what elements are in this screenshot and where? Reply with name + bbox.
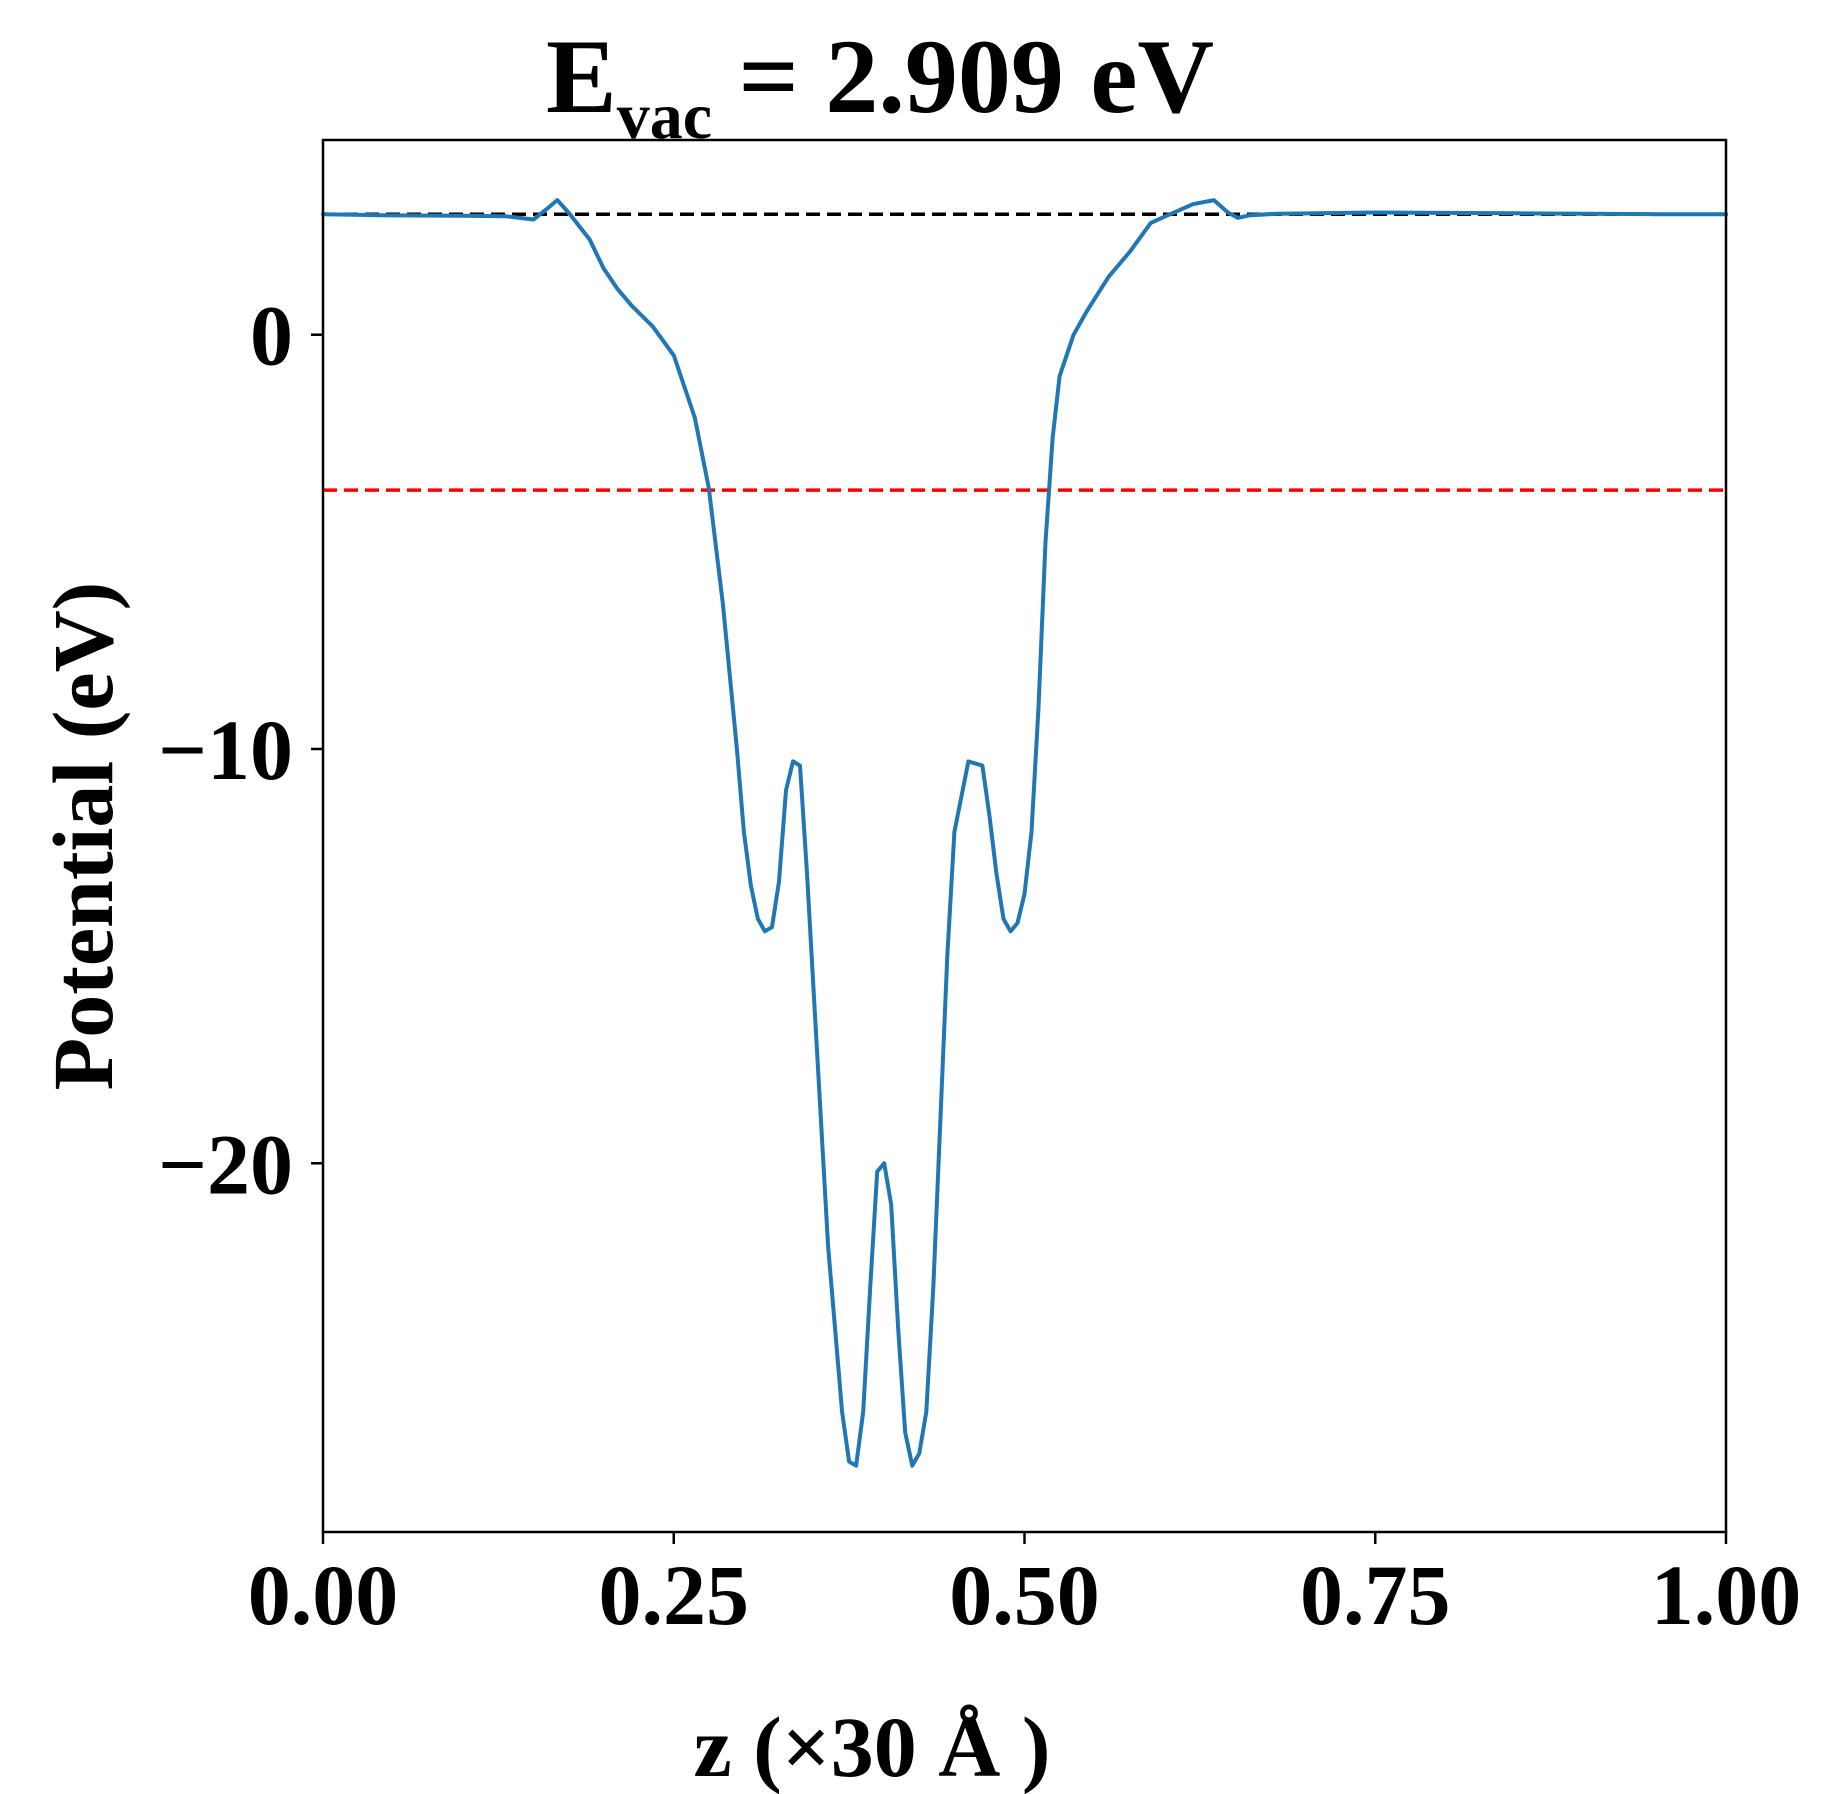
y-axis-label: Potential (eV) [35,582,131,1091]
x-tick-label: 1.00 [1651,1547,1802,1643]
plot-frame [321,138,1728,1534]
x-tick-label: 0.75 [1300,1547,1451,1643]
x-tick-label: 0.00 [248,1547,399,1643]
title-main: E [546,18,617,135]
y-tick-label: 0 [250,288,293,384]
title-subscript: vac [617,80,712,153]
title-rest: = 2.909 eV [712,18,1214,135]
reference-lines [323,212,1726,492]
y-tick-label: −10 [158,702,293,798]
chart-title: Evac = 2.909 eV [546,18,1214,153]
x-tick-label: 0.25 [599,1547,750,1643]
series-line-0 [321,198,1728,1468]
series-layer [321,198,1728,1468]
x-axis-ticks: 0.00 0.25 0.50 0.75 1.00 [248,1532,1802,1643]
x-tick-label: 0.50 [949,1547,1100,1643]
y-axis-ticks: 0 −10 −20 [158,288,323,1212]
y-tick-label: −20 [158,1116,293,1212]
x-axis-label: z (×30 Å ) [693,1699,1050,1794]
